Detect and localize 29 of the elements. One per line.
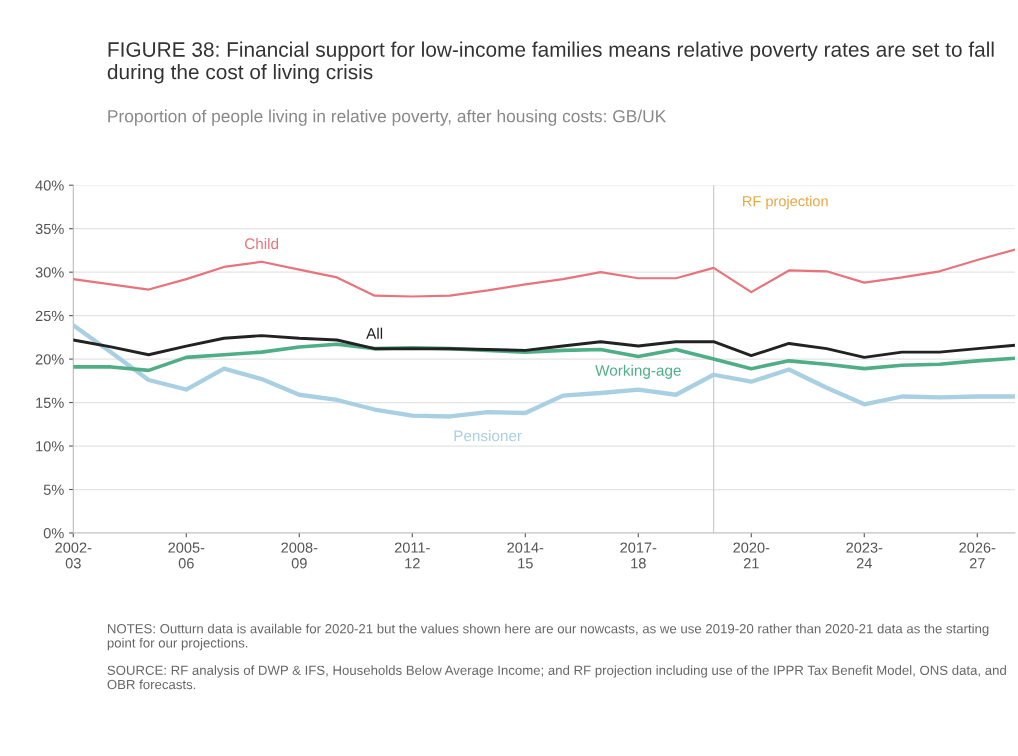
- text: NOTES: Outturn data is available for 2020-21 but the values shown here are our nowcasts, as we use 2019-20 rather than 2020-21 data as the starting point for our projections.: [107, 623, 989, 651]
- x-tick-label: 2017- 18: [620, 542, 657, 569]
- x-tick-label: 2011- 12: [394, 542, 430, 569]
- series-label: Child: [244, 237, 279, 250]
- y-tick-label: 0%: [43, 528, 64, 539]
- line-series: [73, 248, 1015, 298]
- y-tick-label: 30%: [35, 267, 64, 278]
- line-series: [73, 323, 1015, 419]
- y-tick-label: 40%: [35, 180, 64, 191]
- annotation: RF projection: [743, 195, 828, 210]
- x-tick-label: 2023- 24: [846, 542, 883, 569]
- x-tick-label: 2005- 06: [168, 542, 205, 569]
- series-label: Pensioner: [454, 430, 522, 442]
- y-tick-label: 35%: [35, 223, 64, 235]
- y-tick-label: 5%: [43, 484, 64, 495]
- y-tick-label: 20%: [35, 354, 64, 365]
- chart-subtitle: Proportion of people living in relative poverty, after housing costs: GB/UK: [108, 109, 667, 126]
- y-tick-label: 15%: [36, 397, 64, 408]
- series-label: Working-age: [595, 364, 681, 379]
- y-tick-label: 10%: [36, 441, 64, 452]
- x-tick-label: 2014- 15: [507, 542, 544, 569]
- chart-title: FIGURE 38: Financial support for low-income families means relative poverty rates are set to fall during the cost of living crisis: [107, 41, 994, 84]
- series-label: All: [366, 327, 383, 339]
- x-tick-label: 2002- 03: [55, 542, 92, 569]
- x-tick-label: 2020- 21: [733, 542, 770, 569]
- x-tick-label: 2008- 09: [281, 542, 318, 569]
- x-tick-label: 2026- 27: [959, 542, 996, 569]
- source-note: SOURCE: RF analysis of DWP & IFS, Households Below Average Income; and RF projection including use of the IPPR Tax Benefit Model, ONS data, and OBR forecasts.: [107, 665, 1006, 690]
- y-tick-label: 25%: [35, 310, 64, 322]
